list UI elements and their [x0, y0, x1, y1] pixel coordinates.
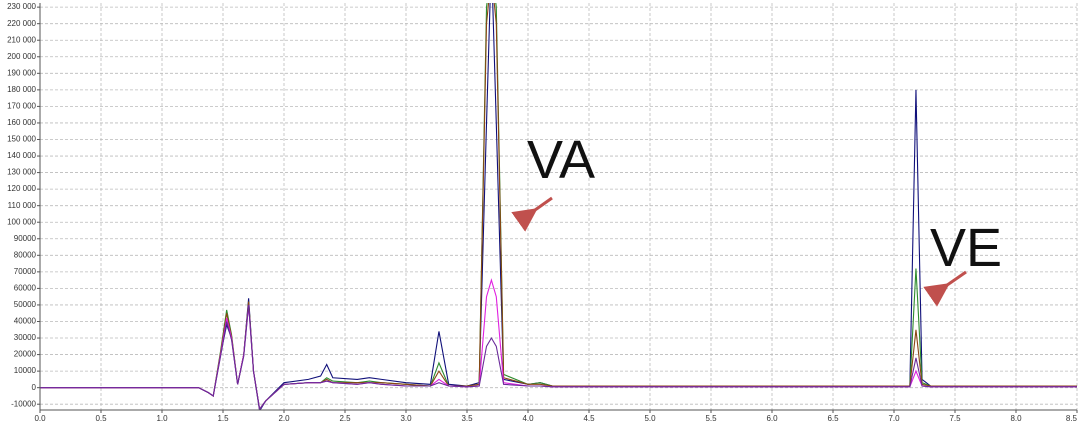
y-tick-label: 60000 — [14, 284, 37, 293]
y-tick-label: 70000 — [14, 267, 37, 276]
x-tick-label: 5.5 — [705, 414, 717, 423]
y-tick-label: 10000 — [14, 366, 37, 375]
x-tick-label: 4.5 — [583, 414, 595, 423]
arrow — [923, 270, 967, 307]
y-tick-label: 30000 — [14, 333, 37, 342]
x-tick-label: 2.5 — [339, 414, 351, 423]
plot-area — [40, 3, 1077, 410]
grid — [39, 3, 1078, 410]
y-tick-label: 170 000 — [7, 102, 36, 111]
y-tick-label: 210 000 — [7, 35, 36, 44]
x-tick-label: 1.0 — [156, 414, 168, 423]
x-tick-label: 2.0 — [278, 414, 290, 423]
x-tick-label: 1.5 — [217, 414, 229, 423]
y-tick-label: 180 000 — [7, 85, 36, 94]
y-tick-label: 200 000 — [7, 52, 36, 61]
annotation: VE — [930, 218, 1002, 278]
y-tick-label: 80000 — [14, 250, 37, 259]
y-tick-label: 110 000 — [8, 201, 37, 210]
y-tick-label: 90000 — [14, 234, 37, 243]
y-tick-label: 220 000 — [7, 19, 36, 28]
y-tick-label: 190 000 — [7, 68, 36, 77]
x-tick-label: 0.5 — [95, 414, 107, 423]
y-tick-label: 40000 — [14, 317, 37, 326]
traces — [40, 3, 1077, 410]
arrow — [511, 196, 553, 232]
trace-line — [40, 304, 1077, 410]
y-tick-label: 230 000 — [7, 2, 36, 11]
x-tick-label: 0.0 — [34, 414, 46, 423]
y-tick-label: 20000 — [14, 350, 37, 359]
x-tick-label: 6.5 — [827, 414, 839, 423]
y-tick-label: 100 000 — [7, 217, 36, 226]
y-tick-label: 50000 — [14, 300, 37, 309]
x-tick-label: 3.5 — [461, 414, 473, 423]
x-tick-label: 6.0 — [766, 414, 778, 423]
x-tick-label: 5.0 — [644, 414, 656, 423]
x-tick-label: 3.0 — [400, 414, 412, 423]
y-tick-label: 130 000 — [7, 168, 36, 177]
y-tick-label: 160 000 — [7, 118, 36, 127]
annotation: VA — [527, 130, 595, 190]
y-tick-label: 0 — [32, 383, 37, 392]
y-tick-label: -10000 — [11, 399, 36, 408]
y-tick-label: 120 000 — [7, 184, 36, 193]
x-tick-label: 8.5 — [1066, 414, 1078, 423]
x-tick-label: 7.5 — [949, 414, 961, 423]
y-tick-label: 150 000 — [7, 135, 36, 144]
x-tick-label: 7.0 — [888, 414, 900, 423]
x-tick-label: 4.0 — [522, 414, 534, 423]
x-tick-label: 8.0 — [1010, 414, 1022, 423]
y-tick-label: 140 000 — [7, 151, 36, 160]
